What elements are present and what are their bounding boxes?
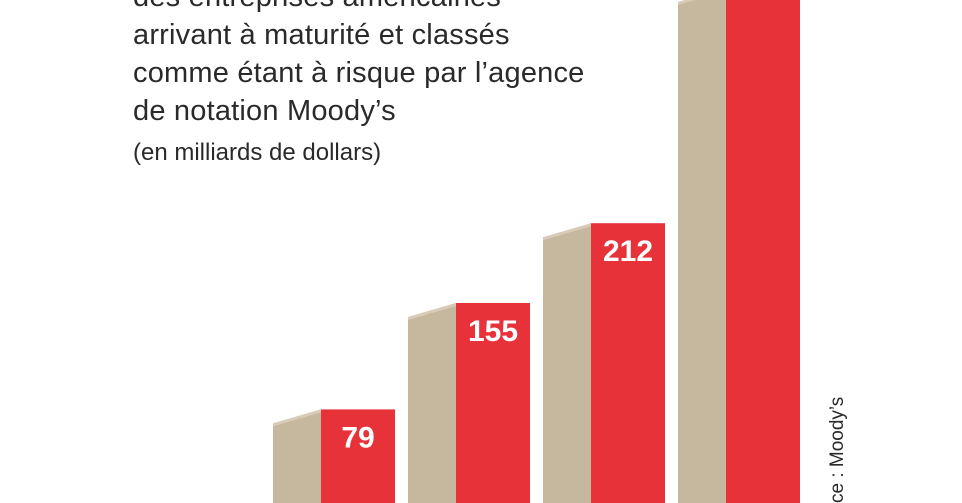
bar-group-2: 79	[273, 409, 395, 503]
chart-title: des entreprises américaines arrivant à m…	[133, 0, 673, 168]
bar-2	[321, 409, 395, 503]
bar-group-3: 155	[408, 303, 530, 503]
bar-side-3	[408, 303, 456, 503]
bar-value-label-3: 155	[468, 315, 518, 348]
bar-group-5	[678, 0, 800, 503]
chart-subtitle: (en milliards de dollars)	[133, 139, 382, 166]
title-line-2: arrivant à maturité et classés	[133, 19, 510, 51]
bar-3	[456, 303, 530, 503]
bar-5	[726, 0, 800, 503]
bar-value-label-4: 212	[603, 235, 653, 268]
title-line-4: de notation Moody’s	[133, 95, 396, 127]
bar-value-label-2: 79	[341, 421, 374, 454]
bar-top-5	[678, 0, 696, 5]
title-line-1: des entreprises américaines	[133, 0, 673, 16]
bar-4	[591, 223, 665, 503]
source-note: ce : Moody’s	[827, 396, 848, 503]
bar-group-4: 212	[543, 223, 665, 503]
bar-top-4	[543, 223, 591, 241]
bar-side-4	[543, 223, 591, 503]
bar-side-5	[678, 0, 726, 503]
bar-top-2	[273, 409, 321, 427]
bar-top-3	[408, 303, 456, 320]
title-line-3: comme étant à risque par l’agence	[133, 57, 585, 89]
bar-side-2	[273, 409, 321, 503]
